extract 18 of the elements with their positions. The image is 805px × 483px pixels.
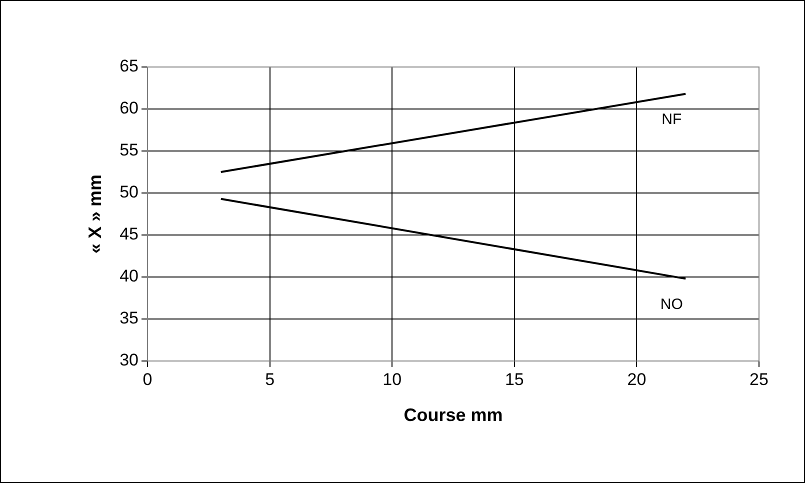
series-label: NF <box>662 111 682 128</box>
x-tick-label: 25 <box>750 370 768 389</box>
x-tick-label: 10 <box>382 370 402 389</box>
x-axis-title: Course mm <box>404 405 503 426</box>
y-tick-label: 45 <box>120 224 139 244</box>
series-label: NO <box>660 296 683 313</box>
x-tick-label: 0 <box>142 370 152 389</box>
x-tick-label: 5 <box>265 370 275 389</box>
y-tick-label: 60 <box>120 98 139 118</box>
x-tick-label: 20 <box>627 370 646 389</box>
y-tick-label: 35 <box>120 308 139 328</box>
y-tick-label: 30 <box>120 350 139 370</box>
y-tick-label: 40 <box>120 266 139 286</box>
y-tick-label: 65 <box>120 56 139 76</box>
y-tick-label: 50 <box>120 182 139 202</box>
x-tick-label: 15 <box>504 370 524 389</box>
y-tick-label: 55 <box>120 140 139 160</box>
y-axis-title: « X » mm <box>84 174 105 254</box>
